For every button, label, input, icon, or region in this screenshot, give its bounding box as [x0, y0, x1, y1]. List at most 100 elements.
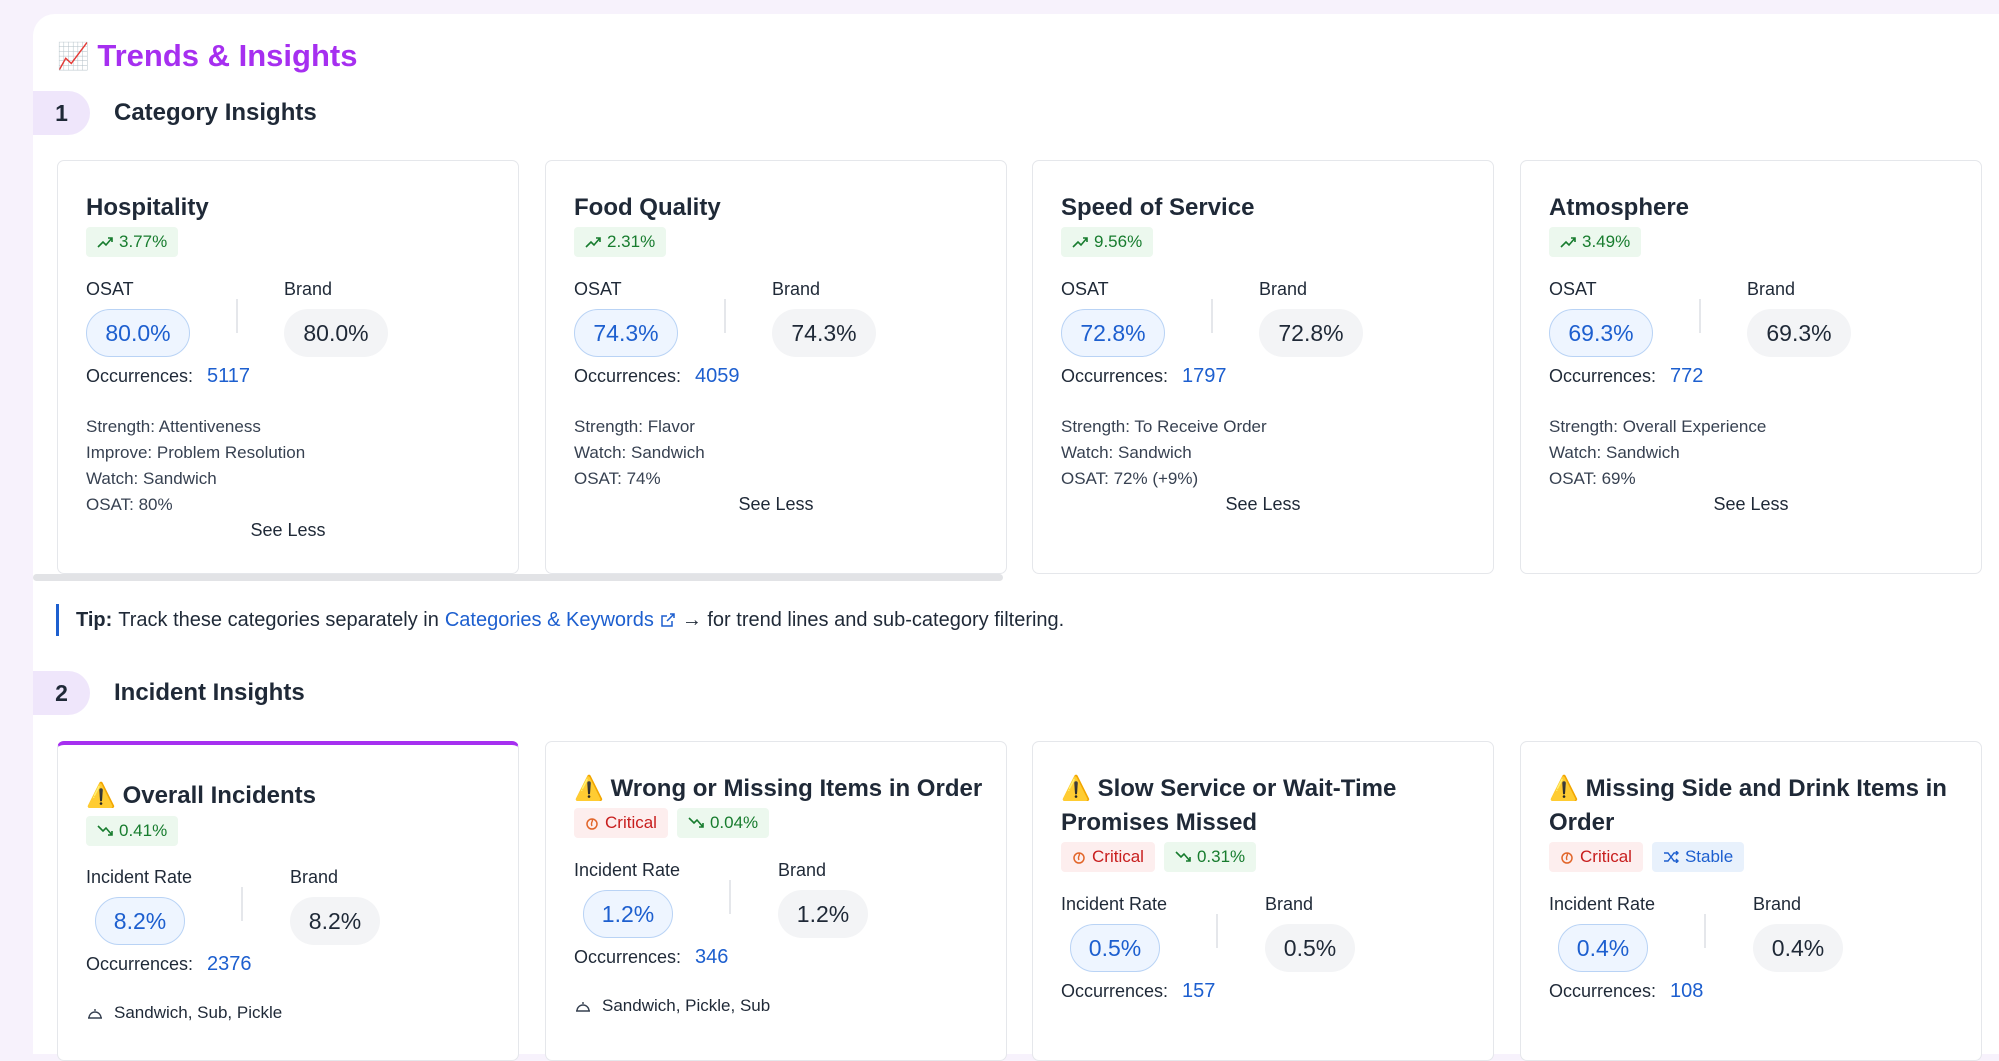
card-title-text: Overall Incidents — [122, 782, 316, 809]
incident-card-slow-service: ⚠️ Slow Service or Wait-Time Promises Mi… — [1032, 741, 1494, 1061]
brand-value: 1.2% — [778, 890, 868, 938]
incident-card-wrong-missing-items: ⚠️ Wrong or Missing Items in Order Criti… — [545, 741, 1007, 1061]
occurrences: Occurrences: 108 — [1549, 980, 1703, 1003]
trend-badge: 9.56% — [1061, 227, 1154, 257]
section-title: Incident Insights — [114, 679, 305, 706]
osat-value: 69.3% — [1549, 309, 1653, 357]
brand-value: 0.5% — [1265, 924, 1355, 972]
brand-value: 80.0% — [284, 309, 388, 357]
detail-line: Strength: Attentiveness — [86, 417, 261, 436]
card-title: Food Quality — [574, 194, 721, 221]
incident-rate-label: Incident Rate — [86, 867, 193, 887]
detail-line: Improve: Problem Resolution — [86, 443, 306, 462]
card-title: ⚠️ Overall Incidents — [86, 779, 496, 813]
tip-text: Track these categories separately in — [118, 608, 439, 631]
incident-rate-label: Incident Rate — [1549, 894, 1656, 914]
tip-text-end: → for trend lines and sub-category filte… — [681, 608, 1065, 631]
section-title: Category Insights — [114, 99, 317, 126]
brand-value: 74.3% — [772, 309, 876, 357]
trend-badge: 3.77% — [86, 227, 179, 257]
occurrences: Occurrences: 4059 — [574, 365, 740, 388]
card-badges: 2.31% — [574, 227, 667, 257]
section-number: 2 — [33, 671, 90, 715]
stable-label: Stable — [1684, 847, 1734, 866]
detail-line: Strength: Flavor — [574, 417, 695, 436]
detail-line: Watch: Sandwich — [1549, 443, 1680, 462]
occurrences-label: Occurrences: — [574, 366, 682, 386]
brand-label: Brand — [1747, 279, 1796, 299]
occurrences-value: 772 — [1670, 365, 1704, 387]
card-title: Atmosphere — [1549, 194, 1690, 221]
incident-rate-value: 1.2% — [583, 890, 673, 938]
metric-divider — [1699, 299, 1701, 333]
page-title: 📈 Trends & Insights — [57, 38, 357, 74]
card-title: ⚠️ Slow Service or Wait-Time Promises Mi… — [1061, 772, 1471, 840]
occurrences-label: Occurrences: — [86, 954, 194, 974]
categories-keywords-link[interactable]: Categories & Keywords — [445, 609, 676, 632]
brand-value: 8.2% — [290, 897, 380, 945]
trend-down-icon — [688, 817, 704, 828]
card-details: Strength: Flavor Watch: Sandwich OSAT: 7… — [574, 414, 705, 492]
see-less-button[interactable]: See Less — [250, 520, 326, 540]
trend-value: 0.31% — [1196, 847, 1246, 866]
occurrences: Occurrences: 5117 — [86, 365, 250, 388]
metric-divider — [241, 887, 243, 921]
detail-line: OSAT: 80% — [86, 495, 173, 514]
occurrences-value: 346 — [695, 946, 729, 968]
occurrences-value: 1797 — [1182, 365, 1227, 387]
fire-icon — [1561, 852, 1573, 864]
occurrences-label: Occurrences: — [1549, 981, 1657, 1001]
see-less-button[interactable]: See Less — [1713, 494, 1789, 514]
osat-label: OSAT — [574, 279, 622, 299]
osat-label: OSAT — [1061, 279, 1109, 299]
occurrences-label: Occurrences: — [86, 366, 194, 386]
related-items-text: Sandwich, Sub, Pickle — [114, 1003, 283, 1022]
detail-line: Strength: Overall Experience — [1549, 417, 1767, 436]
card-details: Strength: Overall Experience Watch: Sand… — [1549, 414, 1766, 492]
osat-label: OSAT — [1549, 279, 1597, 299]
occurrences-label: Occurrences: — [1549, 366, 1657, 386]
fire-icon — [1073, 852, 1085, 864]
card-title-text: Wrong or Missing Items in Order — [610, 775, 983, 802]
card-title: Speed of Service — [1061, 194, 1255, 221]
osat-label: OSAT — [86, 279, 134, 299]
category-card-atmosphere: Atmosphere 3.49% OSAT Brand 69.3% 69.3% … — [1520, 160, 1982, 574]
trend-up-icon — [1072, 237, 1088, 248]
trend-badge: 2.31% — [574, 227, 667, 257]
incident-rate-value: 8.2% — [95, 897, 185, 945]
food-cloche-icon — [576, 1002, 590, 1012]
see-less-button[interactable]: See Less — [1225, 494, 1301, 514]
detail-line: Watch: Sandwich — [1061, 443, 1192, 462]
see-less-button[interactable]: See Less — [738, 494, 814, 514]
incident-rate-value: 0.4% — [1558, 924, 1648, 972]
occurrences-value: 4059 — [695, 365, 740, 387]
occurrences-label: Occurrences: — [574, 947, 682, 967]
brand-value: 72.8% — [1259, 309, 1363, 357]
occurrences-value: 108 — [1670, 980, 1704, 1002]
card-title-text: Missing Side and Drink Items in Order — [1549, 775, 1947, 836]
related-items-text: Sandwich, Pickle, Sub — [602, 996, 771, 1015]
related-items: Sandwich, Pickle, Sub — [574, 996, 770, 1016]
section-header-incident: 2 Incident Insights — [33, 671, 305, 715]
trend-up-icon — [97, 237, 113, 248]
card-badges: Critical 0.31% — [1061, 842, 1257, 872]
brand-label: Brand — [1753, 894, 1802, 914]
critical-label: Critical — [1580, 847, 1632, 866]
trend-down-icon — [1175, 851, 1191, 862]
warning-icon: ⚠️ — [1549, 775, 1579, 802]
warning-icon: ⚠️ — [574, 775, 604, 802]
tip-label: Tip: — [76, 608, 113, 631]
trend-value: 0.41% — [119, 821, 168, 840]
osat-value: 74.3% — [574, 309, 678, 357]
trend-value: 2.31% — [607, 232, 656, 251]
occurrences: Occurrences: 2376 — [86, 953, 252, 976]
trend-badge: 0.41% — [86, 816, 179, 846]
detail-line: OSAT: 74% — [574, 469, 661, 488]
occurrences: Occurrences: 157 — [1061, 980, 1215, 1003]
horizontal-scrollbar[interactable] — [33, 574, 1003, 581]
category-card-food-quality: Food Quality 2.31% OSAT Brand 74.3% 74.3… — [545, 160, 1007, 574]
trend-value: 9.56% — [1094, 232, 1143, 251]
fire-icon — [586, 818, 598, 830]
external-link-icon — [661, 613, 675, 627]
card-details: Strength: To Receive Order Watch: Sandwi… — [1061, 414, 1267, 492]
